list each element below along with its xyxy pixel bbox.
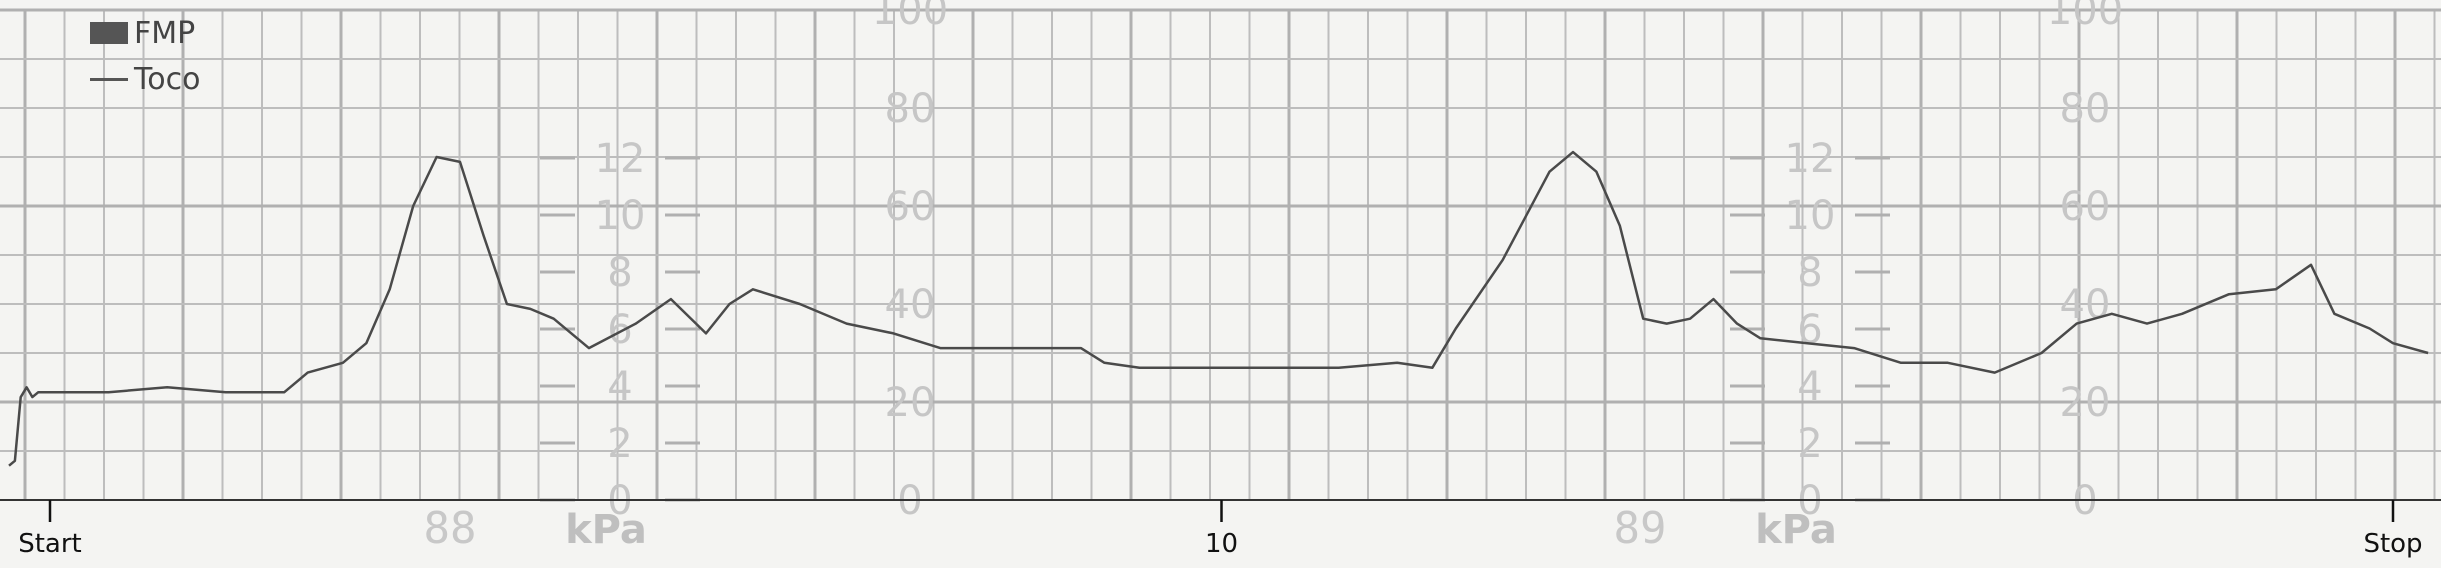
percent-tick-label: 60 bbox=[2060, 184, 2111, 230]
legend-swatch-toco bbox=[90, 77, 128, 81]
marker-label: Start bbox=[18, 529, 82, 559]
marker-label: Stop bbox=[2363, 529, 2422, 559]
legend-swatch-fmp bbox=[90, 22, 128, 44]
kpa-tick-label: 6 bbox=[607, 307, 632, 353]
page-number: 88 bbox=[424, 503, 477, 554]
percent-tick-label: 20 bbox=[2060, 380, 2111, 426]
legend-item-toco: Toco bbox=[90, 56, 200, 102]
chart-grid bbox=[0, 8, 2441, 501]
time-markers: Start 10 Stop bbox=[18, 500, 2423, 559]
legend: FMP Toco bbox=[90, 10, 200, 102]
kpa-tick-label: 8 bbox=[607, 250, 632, 296]
kpa-tick-label: 10 bbox=[595, 193, 646, 239]
series-line-toco bbox=[8, 150, 2429, 467]
kpa-tick-label: 4 bbox=[607, 364, 632, 410]
kpa-tick-label: 4 bbox=[1797, 364, 1822, 410]
kpa-unit-label: kPa bbox=[1755, 507, 1837, 553]
page-number: 89 bbox=[1614, 503, 1667, 554]
percent-tick-label: 100 bbox=[2047, 0, 2123, 34]
kpa-tick-label: 12 bbox=[1785, 136, 1836, 182]
percent-tick-label: 40 bbox=[885, 282, 936, 328]
kpa-tick-label: 2 bbox=[1797, 421, 1822, 467]
kpa-tick-label: 12 bbox=[595, 136, 646, 182]
legend-label-toco: Toco bbox=[134, 61, 201, 97]
marker-label: 10 bbox=[1205, 529, 1238, 559]
kpa-unit-label: kPa bbox=[565, 507, 647, 553]
percent-tick-label: 60 bbox=[885, 184, 936, 230]
percent-tick-label: 20 bbox=[885, 380, 936, 426]
kpa-tick-label: 8 bbox=[1797, 250, 1822, 296]
printed-scales: 024681012kPa02040608010088024681012kPa02… bbox=[424, 0, 2124, 554]
kpa-tick-label: 2 bbox=[607, 421, 632, 467]
legend-label-fmp: FMP bbox=[134, 15, 196, 51]
percent-tick-label: 80 bbox=[2060, 86, 2111, 132]
kpa-tick-label: 10 bbox=[1785, 193, 1836, 239]
percent-tick-label: 100 bbox=[872, 0, 948, 34]
percent-tick-label: 80 bbox=[885, 86, 936, 132]
legend-item-fmp: FMP bbox=[90, 10, 200, 56]
kpa-tick-label: 6 bbox=[1797, 307, 1822, 353]
